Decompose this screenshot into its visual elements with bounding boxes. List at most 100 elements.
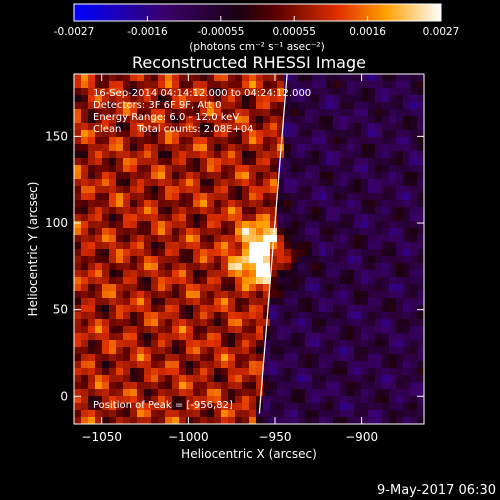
image-pixel	[74, 123, 82, 131]
image-pixel	[102, 102, 110, 110]
image-pixel	[207, 277, 215, 285]
image-pixel	[305, 340, 313, 348]
image-pixel	[130, 200, 138, 208]
image-pixel	[214, 95, 222, 103]
image-pixel	[305, 165, 313, 173]
image-pixel	[221, 368, 229, 376]
image-pixel	[144, 81, 152, 89]
image-pixel	[361, 333, 369, 341]
image-pixel	[270, 193, 278, 201]
x-axis-label: Heliocentric X (arcsec)	[181, 447, 317, 461]
image-pixel	[326, 298, 334, 306]
image-pixel	[235, 95, 243, 103]
image-pixel	[74, 109, 82, 117]
image-pixel	[207, 361, 215, 369]
image-pixel	[102, 326, 110, 334]
image-pixel	[172, 347, 180, 355]
image-pixel	[207, 417, 215, 424]
image-pixel	[221, 235, 229, 243]
image-pixel	[312, 284, 320, 292]
image-pixel	[151, 74, 159, 82]
image-pixel	[270, 417, 278, 424]
image-pixel	[305, 228, 313, 236]
image-pixel	[137, 340, 145, 348]
image-pixel	[389, 298, 397, 306]
image-pixel	[81, 242, 89, 250]
image-pixel	[235, 403, 243, 411]
image-pixel	[74, 326, 82, 334]
image-pixel	[298, 305, 306, 313]
image-pixel	[207, 256, 215, 264]
image-pixel	[291, 249, 299, 257]
image-pixel	[382, 81, 390, 89]
image-pixel	[340, 319, 348, 327]
image-pixel	[347, 207, 355, 215]
image-pixel	[81, 354, 89, 362]
image-pixel	[389, 74, 397, 82]
image-pixel	[305, 137, 313, 145]
image-pixel	[284, 214, 292, 222]
image-pixel	[326, 228, 334, 236]
image-pixel	[186, 417, 194, 424]
image-pixel	[109, 102, 117, 110]
image-pixel	[417, 88, 424, 96]
image-pixel	[151, 172, 159, 180]
image-pixel	[263, 165, 271, 173]
image-pixel	[277, 410, 285, 418]
image-pixel	[333, 375, 341, 383]
image-pixel	[95, 298, 103, 306]
image-pixel	[263, 305, 271, 313]
image-pixel	[193, 326, 201, 334]
image-pixel	[270, 109, 278, 117]
image-pixel	[347, 270, 355, 278]
image-pixel	[368, 326, 376, 334]
image-pixel	[186, 214, 194, 222]
image-pixel	[151, 389, 159, 397]
image-pixel	[207, 305, 215, 313]
image-pixel	[242, 228, 250, 236]
image-pixel	[123, 242, 131, 250]
image-pixel	[228, 88, 236, 96]
image-pixel	[130, 389, 138, 397]
image-pixel	[263, 130, 271, 138]
image-pixel	[368, 158, 376, 166]
image-pixel	[200, 102, 208, 110]
y-tick-label: 50	[53, 303, 68, 317]
image-pixel	[382, 298, 390, 306]
image-pixel	[361, 158, 369, 166]
image-pixel	[396, 263, 404, 271]
image-pixel	[368, 109, 376, 117]
image-pixel	[375, 347, 383, 355]
image-pixel	[102, 298, 110, 306]
image-pixel	[270, 326, 278, 334]
image-pixel	[375, 263, 383, 271]
image-pixel	[109, 137, 117, 145]
image-pixel	[207, 389, 215, 397]
image-pixel	[130, 242, 138, 250]
image-pixel	[312, 102, 320, 110]
image-pixel	[291, 158, 299, 166]
image-pixel	[74, 207, 82, 215]
image-pixel	[179, 130, 187, 138]
image-pixel	[95, 403, 103, 411]
image-pixel	[137, 95, 145, 103]
image-pixel	[361, 109, 369, 117]
image-pixel	[242, 396, 250, 404]
image-pixel	[382, 137, 390, 145]
image-pixel	[235, 102, 243, 110]
image-pixel	[298, 284, 306, 292]
image-pixel	[256, 389, 264, 397]
image-pixel	[81, 186, 89, 194]
image-pixel	[81, 340, 89, 348]
image-pixel	[81, 284, 89, 292]
image-pixel	[375, 102, 383, 110]
image-pixel	[88, 326, 96, 334]
image-pixel	[172, 214, 180, 222]
image-pixel	[109, 396, 117, 404]
image-pixel	[417, 277, 424, 285]
image-pixel	[109, 130, 117, 138]
image-pixel	[333, 382, 341, 390]
image-pixel	[389, 165, 397, 173]
image-pixel	[326, 368, 334, 376]
image-pixel	[235, 396, 243, 404]
